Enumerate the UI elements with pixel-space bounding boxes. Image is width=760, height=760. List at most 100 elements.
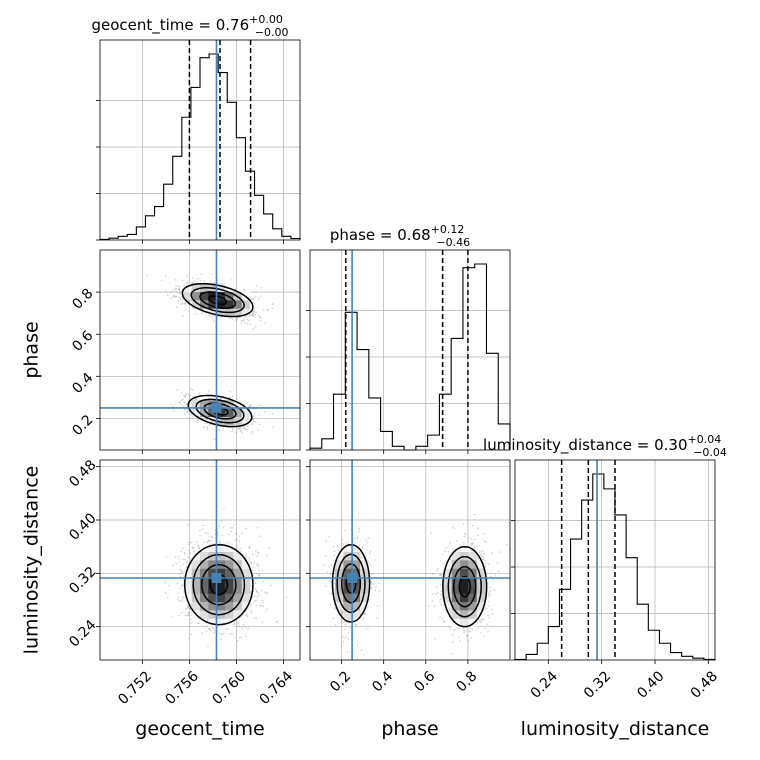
sample-point bbox=[174, 279, 177, 281]
panel-frame bbox=[514, 459, 716, 661]
tick-label-y: 0.4 bbox=[69, 370, 96, 397]
sample-point bbox=[170, 297, 173, 299]
sample-point bbox=[188, 557, 191, 559]
sample-point bbox=[249, 404, 251, 407]
sample-point bbox=[244, 614, 247, 617]
sample-point bbox=[170, 403, 172, 405]
sample-point bbox=[181, 547, 184, 550]
sample-point bbox=[188, 541, 190, 544]
panel-phase-vs-luminosity_distance: 0.2 0.4 0.6 0.8 bbox=[306, 459, 511, 695]
sample-point bbox=[249, 405, 252, 408]
sample-point bbox=[234, 539, 237, 541]
sample-point bbox=[239, 430, 242, 433]
sample-point bbox=[328, 566, 330, 568]
tick-label-x: 0.760 bbox=[209, 668, 249, 708]
sample-point bbox=[245, 428, 248, 431]
sample-point bbox=[187, 614, 189, 616]
contour-line bbox=[209, 573, 229, 596]
sample-point bbox=[244, 626, 247, 628]
sample-point bbox=[240, 550, 243, 553]
sample-point bbox=[255, 599, 257, 602]
panel-content bbox=[100, 460, 300, 660]
sample-point bbox=[180, 298, 182, 300]
sample-point bbox=[206, 625, 208, 627]
tick-label-y: 0.2 bbox=[69, 412, 96, 439]
sample-point bbox=[175, 295, 178, 298]
sample-point bbox=[180, 585, 183, 587]
sample-point bbox=[211, 536, 213, 538]
sample-point bbox=[252, 419, 255, 421]
sample-point bbox=[258, 423, 261, 426]
density-cell bbox=[241, 408, 251, 417]
sample-point bbox=[258, 552, 260, 554]
sample-point bbox=[239, 429, 242, 432]
sample-point bbox=[234, 288, 237, 290]
sample-point bbox=[172, 409, 175, 412]
tick-label-x: 0.756 bbox=[162, 668, 202, 708]
contour-line bbox=[181, 282, 254, 318]
sample-point bbox=[213, 438, 215, 440]
density-cell bbox=[183, 576, 192, 586]
sample-point bbox=[217, 532, 219, 534]
sample-point bbox=[209, 628, 211, 631]
density-cell bbox=[208, 618, 217, 627]
sample-point bbox=[251, 313, 254, 316]
sample-point bbox=[238, 540, 241, 543]
title-sub: −0.00 bbox=[255, 26, 289, 39]
sample-point bbox=[187, 524, 189, 526]
density-cell bbox=[233, 610, 242, 619]
density-cell bbox=[233, 585, 242, 594]
sample-point bbox=[241, 431, 243, 434]
density-cell bbox=[233, 593, 242, 602]
sample-point bbox=[187, 543, 190, 546]
sample-point bbox=[250, 561, 253, 563]
sample-point bbox=[369, 550, 372, 553]
sample-point bbox=[367, 537, 370, 539]
density-cell bbox=[250, 300, 259, 309]
sample-point bbox=[173, 295, 176, 297]
sample-point bbox=[178, 614, 181, 617]
sample-point bbox=[261, 569, 264, 572]
sample-point bbox=[187, 605, 189, 607]
sample-point bbox=[242, 320, 244, 322]
sample-point bbox=[165, 290, 168, 293]
title-main: luminosity_distance = 0.30 bbox=[483, 436, 687, 455]
sample-point bbox=[192, 547, 194, 549]
sample-point bbox=[184, 302, 187, 304]
sample-point bbox=[191, 277, 194, 279]
density-cell bbox=[208, 416, 217, 426]
sample-point bbox=[179, 587, 181, 589]
sample-point bbox=[222, 526, 224, 528]
sample-point bbox=[202, 528, 204, 530]
sample-point bbox=[207, 532, 209, 535]
sample-point bbox=[169, 291, 172, 294]
sample-point bbox=[207, 540, 209, 543]
sample-point bbox=[254, 408, 257, 411]
sample-point bbox=[194, 398, 197, 400]
sample-point bbox=[246, 318, 249, 321]
sample-point bbox=[266, 554, 268, 557]
sample-point bbox=[192, 547, 195, 549]
sample-point bbox=[212, 281, 215, 284]
sample-point bbox=[231, 526, 233, 529]
sample-point bbox=[254, 313, 256, 316]
sample-point bbox=[181, 299, 184, 302]
title-sub: −0.04 bbox=[693, 446, 727, 459]
sample-point bbox=[231, 396, 234, 398]
sample-point bbox=[174, 555, 177, 558]
tick-label-x: 0.40 bbox=[634, 668, 667, 701]
sample-point bbox=[248, 557, 251, 559]
sample-point bbox=[173, 296, 176, 298]
sample-point bbox=[165, 556, 168, 558]
sample-point bbox=[172, 405, 174, 408]
sample-point bbox=[188, 637, 190, 640]
sample-point bbox=[190, 622, 192, 624]
density-cell bbox=[225, 601, 234, 611]
sample-point bbox=[247, 425, 249, 428]
sample-point bbox=[246, 613, 248, 615]
sample-point bbox=[253, 562, 256, 564]
sample-point bbox=[167, 596, 169, 599]
density-cell bbox=[208, 543, 217, 552]
